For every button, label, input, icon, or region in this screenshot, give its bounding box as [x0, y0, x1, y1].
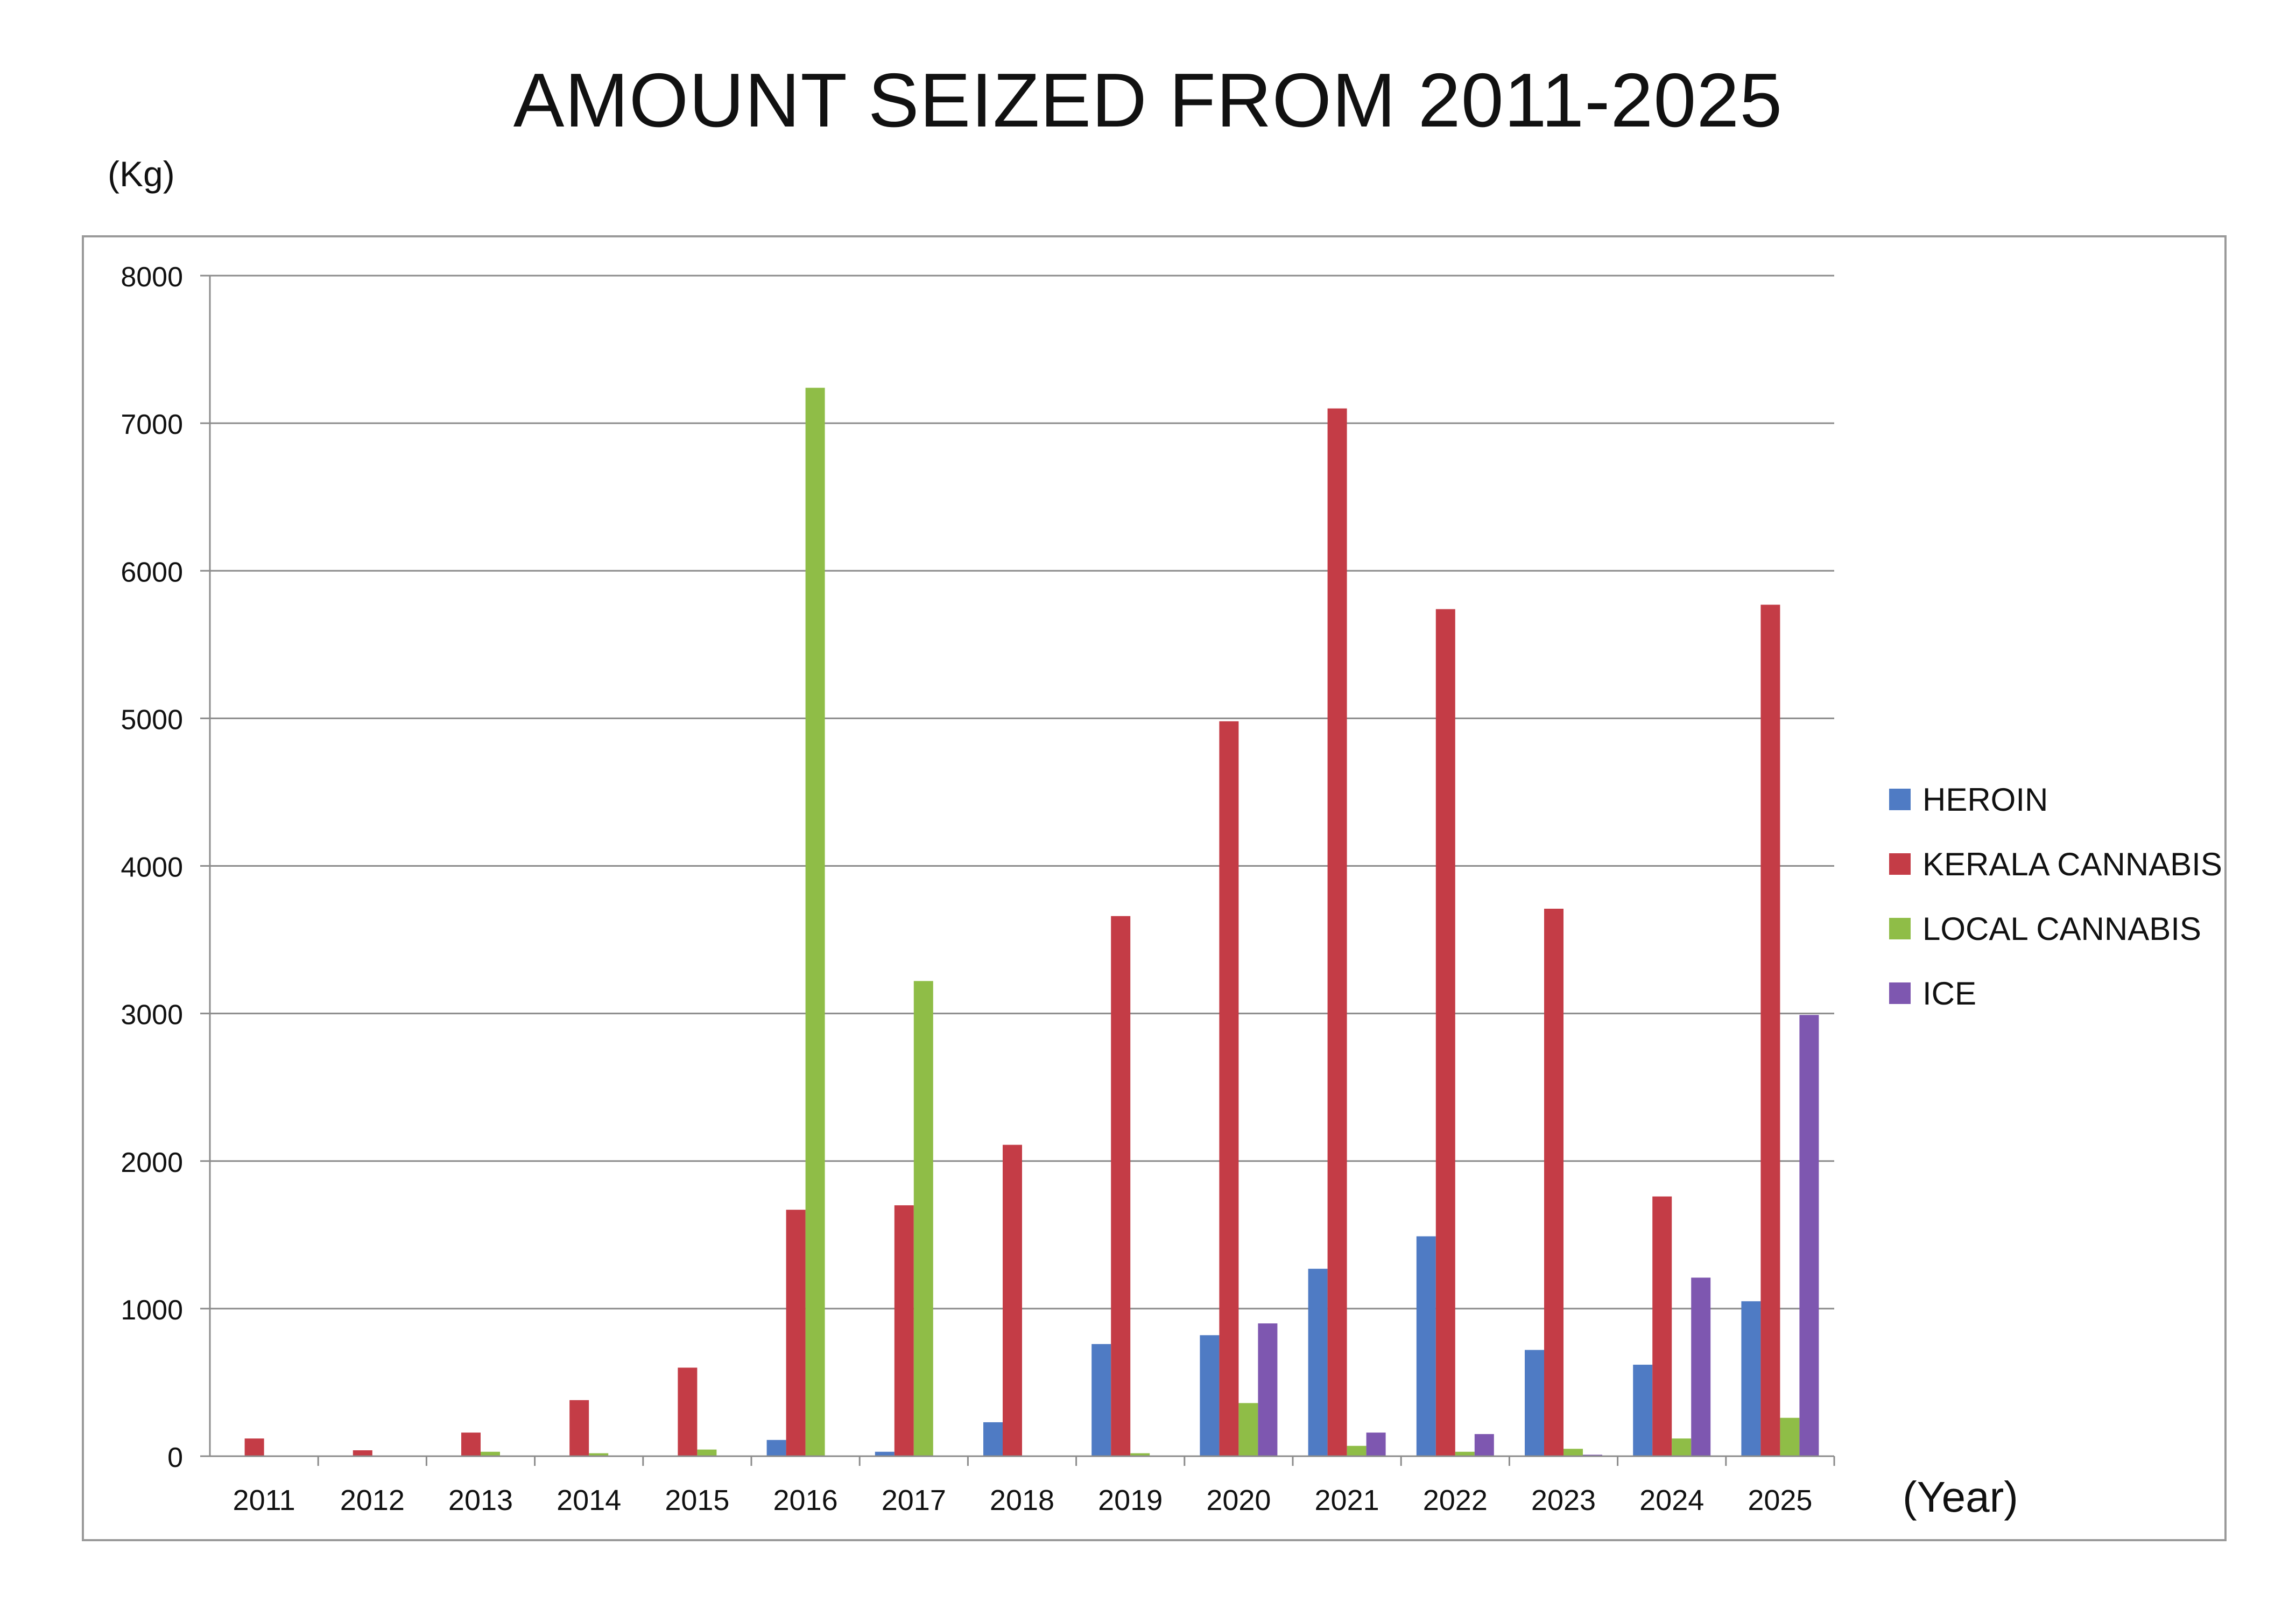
y-tick-label: 5000 — [121, 704, 183, 735]
bar-ice-2025 — [1799, 1015, 1819, 1456]
bar-kerala-cannabis-2015 — [678, 1367, 698, 1456]
bar-local-cannabis-2020 — [1238, 1403, 1258, 1456]
legend-swatch-heroin — [1889, 789, 1911, 810]
x-tick-label: 2015 — [665, 1484, 729, 1516]
y-tick-label: 4000 — [121, 852, 183, 883]
bar-local-cannabis-2025 — [1780, 1417, 1800, 1456]
legend-item-local-cannabis: LOCAL CANNABIS — [1889, 896, 2222, 961]
bar-kerala-cannabis-2012 — [353, 1450, 372, 1456]
bar-kerala-cannabis-2017 — [894, 1205, 914, 1456]
bar-kerala-cannabis-2016 — [786, 1210, 806, 1456]
y-tick-label: 0 — [167, 1442, 183, 1473]
chart-frame — [82, 235, 2227, 1541]
y-tick-label: 3000 — [121, 1000, 183, 1031]
x-tick-labels: 2011 2012 2013 2014 2015 2016 2017 2018 2019 2020… — [233, 1484, 1813, 1516]
x-tick-label: 2016 — [773, 1484, 838, 1516]
x-tick-label: 2019 — [1098, 1484, 1163, 1516]
bars — [244, 388, 1819, 1457]
bar-heroin-2018 — [983, 1422, 1003, 1456]
x-tick-label: 2023 — [1531, 1484, 1596, 1516]
y-tick-labels: 0 1000 2000 3000 4000 5000 6000 7000 8000 — [121, 262, 183, 1473]
bar-local-cannabis-2015 — [697, 1449, 717, 1456]
bar-local-cannabis-2022 — [1455, 1451, 1475, 1456]
y-tick-label: 6000 — [121, 557, 183, 588]
bar-kerala-cannabis-2018 — [1003, 1144, 1022, 1456]
bar-kerala-cannabis-2021 — [1327, 408, 1347, 1456]
bar-ice-2020 — [1258, 1323, 1278, 1456]
legend: HEROIN KERALA CANNABIS LOCAL CANNABIS IC… — [1889, 767, 2222, 1026]
legend-label-heroin: HEROIN — [1922, 781, 2048, 818]
bar-kerala-cannabis-2023 — [1544, 908, 1563, 1456]
y-tick-label: 2000 — [121, 1147, 183, 1178]
bar-heroin-2020 — [1200, 1335, 1220, 1456]
y-tick-label: 7000 — [121, 409, 183, 440]
bar-heroin-2025 — [1741, 1301, 1761, 1456]
bar-local-cannabis-2024 — [1672, 1438, 1692, 1456]
bar-heroin-2023 — [1525, 1350, 1544, 1456]
bar-heroin-2022 — [1416, 1236, 1436, 1456]
legend-swatch-local-cannabis — [1889, 918, 1911, 939]
bar-heroin-2016 — [766, 1440, 786, 1456]
x-tick-label: 2012 — [340, 1484, 405, 1516]
y-tick-label: 8000 — [121, 262, 183, 293]
x-tick-label: 2025 — [1748, 1484, 1812, 1516]
x-tick-label: 2022 — [1423, 1484, 1488, 1516]
x-tick-label: 2011 — [233, 1484, 295, 1516]
x-tick-label: 2020 — [1206, 1484, 1271, 1516]
legend-label-ice: ICE — [1922, 975, 1977, 1012]
bar-kerala-cannabis-2013 — [461, 1433, 481, 1456]
bar-local-cannabis-2023 — [1563, 1449, 1583, 1456]
bar-kerala-cannabis-2019 — [1111, 916, 1131, 1456]
bar-ice-2024 — [1691, 1277, 1711, 1456]
x-tick-label: 2014 — [557, 1484, 621, 1516]
bar-local-cannabis-2017 — [913, 981, 933, 1456]
bar-kerala-cannabis-2025 — [1760, 605, 1780, 1456]
chart-title: AMOUNT SEIZED FROM 2011-2025 — [513, 58, 1783, 143]
bar-local-cannabis-2021 — [1347, 1445, 1367, 1456]
legend-item-ice: ICE — [1889, 961, 2222, 1026]
bar-kerala-cannabis-2020 — [1219, 721, 1239, 1456]
bar-local-cannabis-2016 — [805, 388, 825, 1457]
axes — [200, 276, 1835, 1466]
x-tick-label: 2017 — [882, 1484, 946, 1516]
bar-local-cannabis-2014 — [589, 1453, 609, 1456]
x-axis-unit-label: (Year) — [1903, 1473, 2018, 1521]
bar-kerala-cannabis-2011 — [244, 1438, 264, 1456]
bar-local-cannabis-2019 — [1130, 1453, 1150, 1456]
bar-local-cannabis-2013 — [481, 1451, 500, 1456]
bar-kerala-cannabis-2024 — [1652, 1196, 1672, 1456]
bar-ice-2021 — [1366, 1433, 1386, 1456]
x-tick-label: 2021 — [1315, 1484, 1379, 1516]
bar-kerala-cannabis-2014 — [569, 1400, 589, 1456]
y-axis-unit-label: (Kg) — [108, 154, 175, 194]
bar-heroin-2024 — [1633, 1365, 1653, 1456]
bar-heroin-2019 — [1091, 1344, 1111, 1456]
legend-label-kerala-cannabis: KERALA CANNABIS — [1922, 846, 2222, 882]
bar-heroin-2017 — [875, 1451, 895, 1456]
legend-item-kerala-cannabis: KERALA CANNABIS — [1889, 832, 2222, 896]
bar-ice-2022 — [1474, 1434, 1494, 1456]
x-tick-label: 2024 — [1639, 1484, 1704, 1516]
x-tick-label: 2018 — [990, 1484, 1054, 1516]
legend-label-local-cannabis: LOCAL CANNABIS — [1922, 910, 2201, 947]
legend-item-heroin: HEROIN — [1889, 767, 2222, 832]
legend-swatch-kerala-cannabis — [1889, 853, 1911, 875]
bar-kerala-cannabis-2022 — [1435, 609, 1455, 1456]
x-tick-label: 2013 — [448, 1484, 513, 1516]
legend-swatch-ice — [1889, 982, 1911, 1004]
bar-heroin-2021 — [1308, 1268, 1328, 1456]
y-tick-label: 1000 — [121, 1295, 183, 1326]
